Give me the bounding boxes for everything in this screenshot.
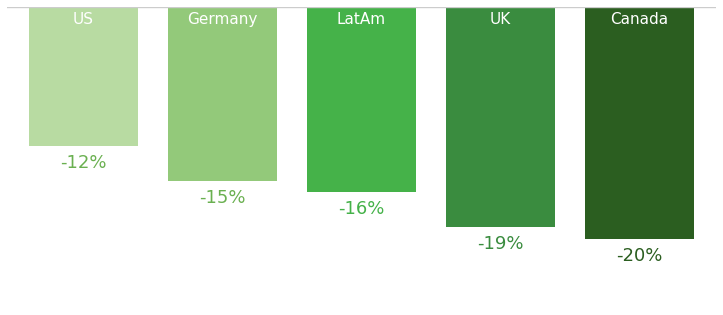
Text: US: US (73, 12, 94, 26)
Bar (446, 7, 555, 227)
Text: -19%: -19% (477, 235, 523, 253)
Text: -12%: -12% (60, 154, 107, 172)
Bar (29, 7, 137, 146)
Text: LatAm: LatAm (337, 12, 386, 26)
Text: -15%: -15% (200, 189, 246, 207)
Text: -16%: -16% (338, 200, 385, 218)
Bar (168, 7, 277, 181)
Text: -20%: -20% (617, 247, 663, 265)
Text: UK: UK (490, 12, 511, 26)
Text: Canada: Canada (610, 12, 669, 26)
Text: Germany: Germany (187, 12, 257, 26)
Bar (586, 7, 694, 238)
Bar (307, 7, 416, 192)
